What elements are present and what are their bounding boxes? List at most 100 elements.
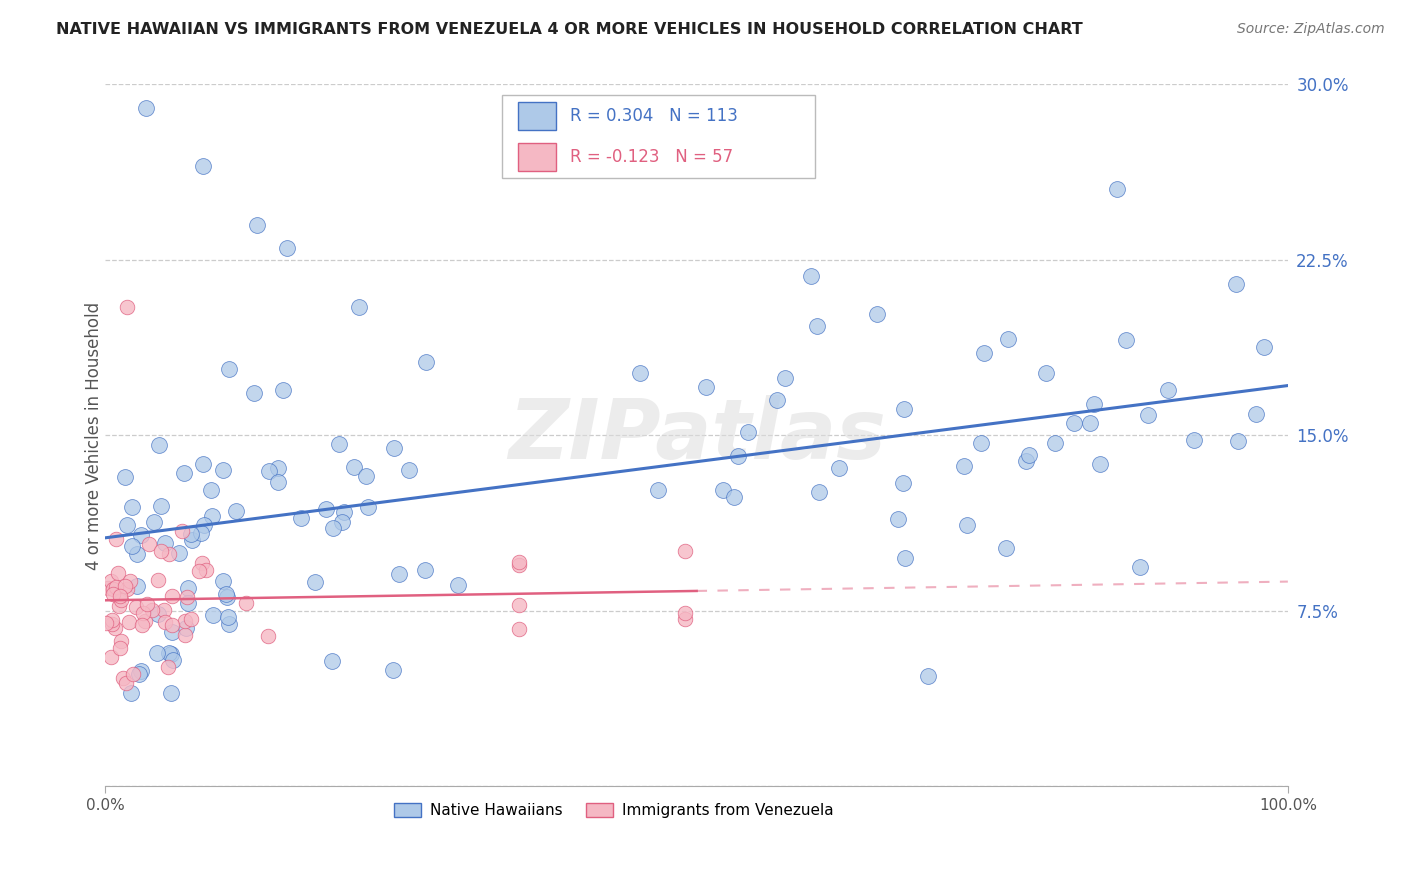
Point <box>120 686 142 700</box>
Point <box>159 647 181 661</box>
Legend: Native Hawaiians, Immigrants from Venezuela: Native Hawaiians, Immigrants from Venezu… <box>388 797 841 824</box>
Point <box>153 603 176 617</box>
Point <box>290 510 312 524</box>
Point <box>97 581 120 595</box>
Point <box>973 346 995 360</box>
Point <box>146 646 169 660</box>
Point <box>673 607 696 621</box>
Point <box>508 558 530 573</box>
Point <box>1115 333 1137 347</box>
Point <box>673 544 696 558</box>
Point <box>180 533 202 548</box>
Point <box>886 512 908 526</box>
Point <box>100 650 122 665</box>
Point <box>1083 397 1105 411</box>
Point <box>149 500 172 514</box>
Point <box>328 437 350 451</box>
Text: ZIPatlas: ZIPatlas <box>508 395 886 476</box>
Point <box>157 547 180 561</box>
Point <box>723 490 745 504</box>
Point <box>508 622 530 636</box>
Point <box>1015 453 1038 467</box>
Point <box>131 528 153 542</box>
Point <box>893 550 915 565</box>
Text: R = -0.123   N = 57: R = -0.123 N = 57 <box>569 148 734 166</box>
Point <box>415 355 437 369</box>
Point <box>180 612 202 626</box>
Point <box>673 612 696 626</box>
Point <box>917 669 939 683</box>
Point <box>1157 383 1180 397</box>
Point <box>727 450 749 464</box>
Point <box>354 468 377 483</box>
Point <box>330 515 353 529</box>
Point <box>866 307 889 321</box>
Point <box>108 640 131 655</box>
Point <box>357 500 380 514</box>
Point <box>956 517 979 532</box>
Point <box>271 384 294 398</box>
Point <box>149 544 172 558</box>
Point <box>162 617 184 632</box>
Point <box>177 581 200 595</box>
Point <box>806 318 828 333</box>
Point <box>108 599 131 613</box>
Point <box>160 624 183 639</box>
Point <box>107 566 129 580</box>
Point <box>125 579 148 593</box>
Point <box>225 504 247 518</box>
Point <box>800 269 823 284</box>
Point <box>101 613 124 627</box>
Point <box>115 676 138 690</box>
Point <box>125 599 148 614</box>
Point <box>1078 417 1101 431</box>
Point <box>118 615 141 629</box>
Point <box>628 366 651 380</box>
Point <box>347 300 370 314</box>
Point <box>1088 457 1111 471</box>
Point <box>194 563 217 577</box>
FancyBboxPatch shape <box>517 143 555 171</box>
Point <box>160 686 183 700</box>
Point <box>413 563 436 577</box>
Point <box>508 555 530 569</box>
Point <box>1253 340 1275 354</box>
Point <box>695 380 717 394</box>
Point <box>1227 434 1250 448</box>
Point <box>135 101 157 115</box>
Point <box>148 438 170 452</box>
Point <box>112 671 135 685</box>
Point <box>101 587 124 601</box>
Point <box>143 515 166 529</box>
Point <box>218 362 240 376</box>
Point <box>190 525 212 540</box>
Point <box>398 463 420 477</box>
Point <box>201 509 224 524</box>
Point <box>388 567 411 582</box>
Point <box>115 518 138 533</box>
Point <box>120 574 142 589</box>
Point <box>1063 416 1085 430</box>
Point <box>647 483 669 497</box>
Point <box>114 579 136 593</box>
Point <box>157 646 180 660</box>
Point <box>170 524 193 538</box>
Point <box>343 460 366 475</box>
Point <box>766 393 789 408</box>
Point <box>218 616 240 631</box>
Point <box>321 654 343 668</box>
Point <box>110 633 132 648</box>
Point <box>176 590 198 604</box>
Text: NATIVE HAWAIIAN VS IMMIGRANTS FROM VENEZUELA 4 OR MORE VEHICLES IN HOUSEHOLD COR: NATIVE HAWAIIAN VS IMMIGRANTS FROM VENEZ… <box>56 22 1083 37</box>
Point <box>211 574 233 588</box>
Point <box>191 159 214 173</box>
Point <box>174 621 197 635</box>
Point <box>190 556 212 570</box>
Point <box>114 470 136 484</box>
Point <box>101 582 124 596</box>
Point <box>134 615 156 629</box>
Point <box>105 580 128 594</box>
Point <box>121 667 143 681</box>
Point <box>997 333 1019 347</box>
Point <box>893 475 915 490</box>
